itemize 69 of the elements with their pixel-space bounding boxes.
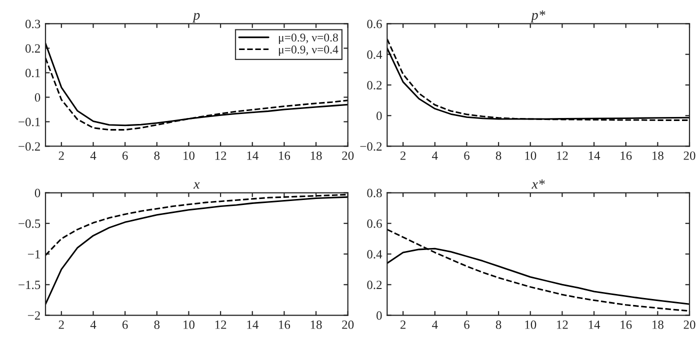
x-tick-label: 12: [215, 151, 226, 160]
y-tick-label: 0.2: [367, 280, 382, 290]
x-tick-label: 12: [215, 320, 226, 329]
x-tick-label: 20: [342, 320, 354, 329]
x-tick-label: 16: [620, 151, 632, 160]
y-tick-label: 0.4: [367, 250, 382, 259]
x-tick-label: 6: [122, 320, 128, 329]
x-tick-label: 6: [122, 151, 128, 160]
y-tick-label: 0.6: [367, 20, 382, 28]
x-tick-label: 8: [496, 151, 502, 160]
y-tick-label: −1: [28, 250, 40, 258]
chart-title: p*: [530, 10, 546, 23]
y-tick-label: 0: [376, 311, 382, 320]
y-tick-label: 0.8: [367, 188, 382, 198]
x-tick-label: 6: [464, 151, 470, 160]
x-tick-label: 14: [588, 320, 600, 329]
x-tick-label: 2: [58, 320, 64, 329]
y-tick-label: −0.2: [18, 142, 40, 151]
x-tick-label: 4: [432, 320, 438, 329]
chart-title: p: [192, 13, 200, 23]
x-tick-label: 14: [588, 152, 600, 160]
y-tick-label: −2: [28, 311, 40, 320]
y-tick-label: 0.1: [25, 68, 40, 78]
y-tick-label: 0.4: [367, 50, 382, 59]
y-tick-label: −0.5: [18, 219, 40, 228]
x-tick-label: 14: [247, 152, 258, 160]
y-tick-label: 0.6: [367, 219, 382, 228]
x-tick-label: 12: [557, 151, 568, 160]
legend-label: μ=0.9, ν=0.4: [278, 46, 338, 56]
y-tick-label: 0: [34, 93, 40, 102]
x-tick-label: 20: [684, 320, 696, 329]
x-tick-label: 18: [310, 151, 322, 160]
x-tick-label: 10: [184, 320, 194, 329]
chart-title: x: [193, 182, 200, 189]
legend-label: μ=0.9, ν=0.8: [278, 34, 338, 44]
x-tick-label: 8: [496, 320, 502, 329]
x-tick-label: 16: [279, 320, 290, 329]
x-tick-label: 18: [652, 151, 664, 160]
x-tick-label: 18: [652, 320, 664, 329]
line-series: [46, 42, 348, 126]
x-tick-label: 18: [310, 320, 322, 329]
x-tick-label: 10: [525, 151, 536, 160]
x-tick-label: 10: [525, 320, 536, 329]
x-tick-label: 2: [58, 151, 64, 160]
x-tick-label: 12: [557, 320, 568, 329]
y-tick-label: −1.5: [18, 280, 40, 290]
x-tick-label: 4: [90, 320, 96, 329]
y-tick-label: 0.3: [25, 20, 40, 28]
y-tick-label: −0.1: [18, 118, 40, 126]
y-tick-label: 0: [34, 188, 40, 198]
x-tick-label: 16: [279, 151, 290, 160]
x-tick-label: 20: [684, 151, 696, 160]
y-tick-label: −0.2: [360, 142, 382, 151]
x-tick-label: 2: [400, 320, 406, 329]
x-tick-label: 20: [342, 151, 354, 160]
y-tick-label: 0.2: [25, 44, 40, 53]
x-tick-label: 8: [154, 151, 160, 160]
x-tick-label: 16: [620, 320, 632, 329]
y-tick-label: 0: [376, 112, 382, 120]
line-series: [387, 228, 690, 312]
x-tick-label: 6: [464, 320, 470, 329]
x-tick-label: 2: [400, 151, 406, 160]
y-tick-label: 0.2: [367, 81, 382, 90]
chart-title: x*: [532, 180, 545, 189]
x-tick-label: 4: [90, 152, 96, 160]
x-tick-label: 14: [247, 320, 258, 329]
x-tick-label: 8: [154, 320, 160, 329]
x-tick-label: 4: [432, 152, 438, 160]
x-tick-label: 10: [184, 151, 194, 160]
